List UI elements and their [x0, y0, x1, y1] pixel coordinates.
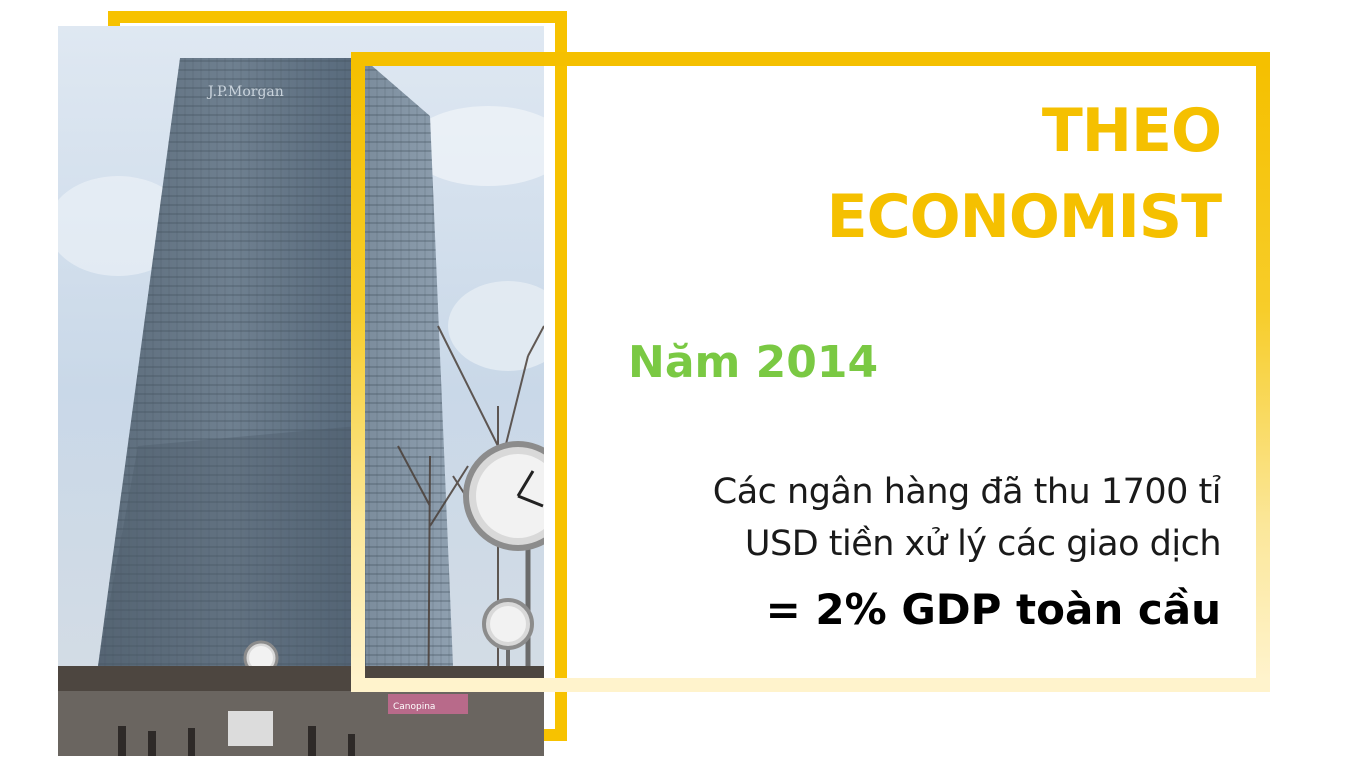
slide-title: THEO ECONOMIST [621, 88, 1222, 260]
body-line-1: Các ngân hàng đã thu 1700 tỉ [712, 472, 1222, 512]
highlight-statement: = 2% GDP toàn cầu [765, 585, 1221, 634]
front-frame [351, 52, 1270, 692]
body-line-2: USD tiền xử lý các giao dịch [744, 524, 1222, 564]
title-line-2: ECONOMIST [826, 182, 1222, 252]
year-heading: Năm 2014 [628, 337, 879, 388]
shop-sign: Canopina [393, 702, 435, 712]
body-text: Các ngân hàng đã thu 1700 tỉ USD tiền xử… [581, 466, 1222, 570]
building-sign: J.P.Morgan [206, 84, 284, 100]
title-line-1: THEO [1041, 96, 1222, 166]
